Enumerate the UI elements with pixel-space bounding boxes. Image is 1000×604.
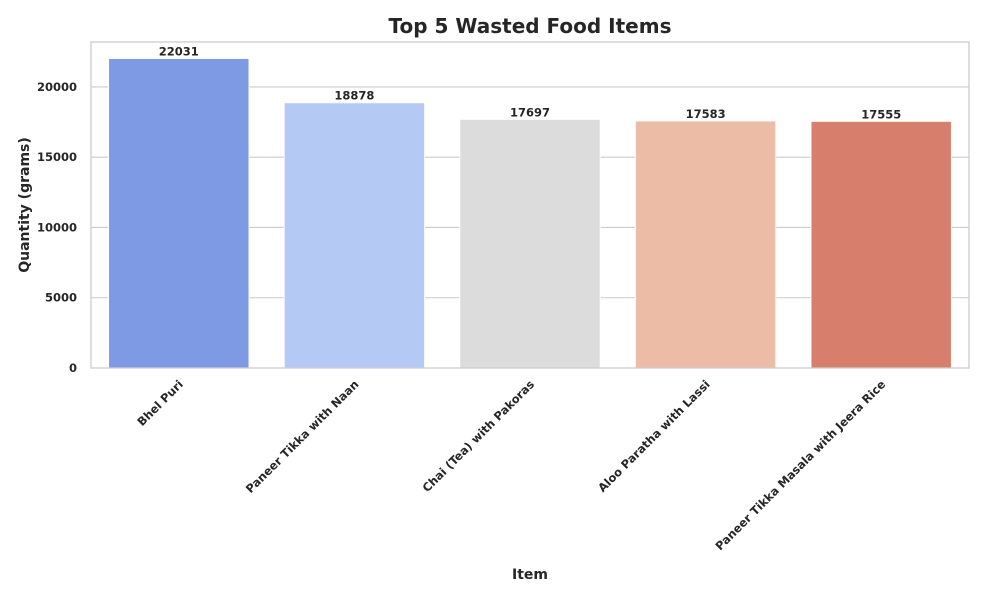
y-tick-label: 15000 <box>37 150 77 164</box>
value-labels: 22031 18878 17697 17583 17555 <box>159 44 901 121</box>
bar-value-label: 17555 <box>861 107 901 121</box>
y-axis-ticks: 0 5000 10000 15000 20000 <box>37 80 77 375</box>
x-tick-label: Chai (Tea) with Pakoras <box>419 377 537 495</box>
x-tick-label: Bhel Puri <box>134 377 186 429</box>
bar <box>810 120 952 369</box>
x-tick-label: Aloo Paratha with Lassi <box>595 377 713 495</box>
plot-frame <box>90 41 970 369</box>
x-tick-label: Paneer Tikka Masala with Jeera Rice <box>712 377 888 553</box>
y-tick-label: 0 <box>69 361 77 375</box>
x-tick-label: Paneer Tikka with Naan <box>243 377 362 496</box>
bar <box>634 120 777 369</box>
bar <box>459 118 601 369</box>
y-tick-label: 10000 <box>37 220 77 234</box>
y-tick-label: 5000 <box>45 291 77 305</box>
bar <box>108 57 250 369</box>
bar <box>283 102 426 369</box>
bar-value-label: 17697 <box>510 105 550 119</box>
y-tick-label: 20000 <box>37 80 77 94</box>
x-axis-label: Item <box>512 567 548 583</box>
bars <box>108 57 952 369</box>
bar-value-label: 18878 <box>334 89 374 103</box>
bar-value-label: 22031 <box>159 44 199 58</box>
chart-title: Top 5 Wasted Food Items <box>389 14 672 38</box>
x-axis-ticks: Bhel Puri Paneer Tikka with Naan Chai (Tea… <box>134 377 888 553</box>
bar-value-label: 17583 <box>686 107 726 121</box>
y-axis-label: Quantity (grams) <box>17 137 33 273</box>
